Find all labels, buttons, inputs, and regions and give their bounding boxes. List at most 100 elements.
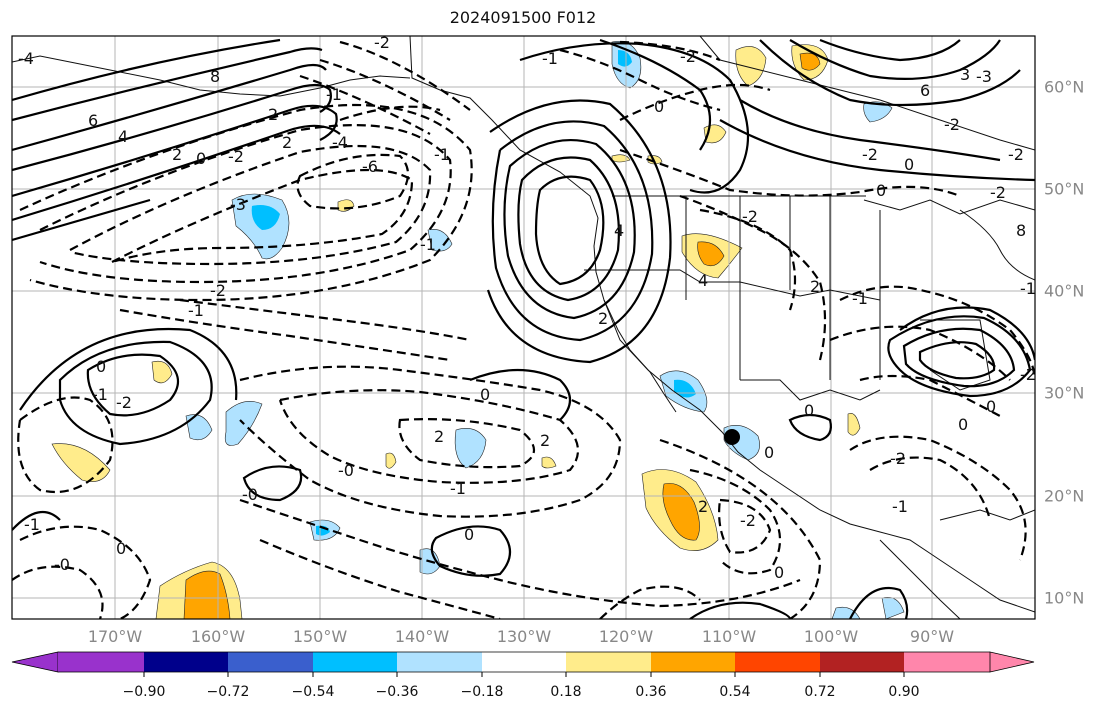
contour-label: 0 [774, 563, 784, 582]
contour-label: -2 [944, 115, 960, 134]
colorbar-segment [228, 652, 313, 672]
contour-label: -2 [890, 449, 906, 468]
positive-anomaly-region [51, 443, 111, 482]
contour-label: 2 [810, 277, 820, 296]
contour-label: -0 [54, 555, 70, 574]
map-title: 2024091500 F012 [449, 8, 597, 27]
positive-anomaly-core [662, 483, 700, 541]
positive-anomaly-region [385, 452, 397, 469]
lat-tick-label: 50°N [1044, 179, 1085, 199]
negative-anomaly-region [831, 606, 861, 619]
contour-label: -1 [188, 301, 204, 320]
colorbar-min-arrow [11, 651, 59, 673]
contour-label: -2 [862, 145, 878, 164]
colorbar-tick-label: 0.54 [719, 684, 751, 700]
lat-tick-label: 40°N [1044, 281, 1085, 301]
lon-tick-label: 140°W [394, 627, 450, 646]
contour-label: -1 [1020, 279, 1036, 298]
lat-tick-label: 60°N [1044, 77, 1085, 97]
contour-label: -2 [116, 393, 132, 412]
contour-label: -1 [326, 85, 342, 104]
contour-label: 0 [958, 415, 968, 434]
colorbar-segment [820, 652, 904, 672]
contour-label: 0 [986, 397, 996, 416]
lat-lon-grid [12, 36, 1035, 619]
positive-anomaly-region [735, 46, 767, 87]
contour-label: 2 [598, 309, 608, 328]
positive-anomaly-region [541, 456, 557, 469]
contour-label: -2 [742, 207, 758, 226]
contour-label: -2 [990, 183, 1006, 202]
negative-anomaly-region [863, 101, 893, 123]
contour-label: 0 [96, 357, 106, 376]
colorbar-segment [651, 652, 735, 672]
colorbar-segment [735, 652, 820, 672]
contour-label: -4 [332, 133, 348, 152]
contour-labels: 8 6 4 2 0 -2 2 -4 -6 -3 -2 -1 -1 0 -1 0 … [18, 33, 1036, 582]
positive-anomaly-region [611, 154, 631, 163]
contour-label: 2 [172, 145, 182, 164]
contour-label: 2 [282, 133, 292, 152]
positive-anomaly-core [697, 241, 725, 267]
contour-label: -1 [420, 235, 436, 254]
contour-label: -2 [374, 33, 390, 52]
lat-tick-label: 10°N [1044, 588, 1085, 608]
colorbar-segment [397, 652, 482, 672]
contour-label: -0 [338, 461, 354, 480]
contour-label: -3 [976, 67, 992, 86]
positive-anomaly-region [337, 199, 355, 212]
contour-label: -2 [1020, 365, 1036, 384]
colorbar-segment [313, 652, 397, 672]
colorbar-max-arrow [989, 651, 1035, 673]
colorbar-segment [58, 652, 144, 672]
contour-label: -1 [542, 49, 558, 68]
contour-label: -2 [210, 281, 226, 300]
colorbar-tick-label: 0.90 [888, 684, 920, 700]
colorbar-tick-label: −0.36 [375, 684, 419, 700]
storm-marker [724, 429, 740, 445]
contour-label: -1 [434, 145, 450, 164]
lon-tick-label: 120°W [598, 627, 654, 646]
contour-label: 0 [196, 149, 206, 168]
colorbar-tick-label: 0.72 [804, 684, 836, 700]
contour-label: -1 [24, 515, 40, 534]
colorbar-segment [482, 652, 566, 672]
shading-layer [51, 41, 905, 619]
colorbar-segment [904, 652, 990, 672]
contour-label: 4 [614, 221, 624, 240]
contour-label: 2 [698, 497, 708, 516]
lon-tick-label: 110°W [701, 627, 757, 646]
contour-label: -4 [18, 49, 34, 68]
contour-label: 6 [88, 111, 98, 130]
colorbar-tick-label: 0.36 [635, 684, 667, 700]
colorbar-tick-label: 0.18 [550, 684, 582, 700]
colorbar-segment [144, 652, 228, 672]
colorbar-tick-label: −0.18 [460, 684, 504, 700]
positive-anomaly-region [151, 360, 173, 384]
negative-anomaly-region [185, 414, 213, 441]
contour-label: -3 [230, 195, 246, 214]
negative-anomaly-region [427, 229, 453, 252]
lon-tick-label: 90°W [909, 627, 955, 646]
positive-anomaly-region [847, 413, 861, 436]
contour-label: 0 [904, 155, 914, 174]
contour-label: 0 [654, 97, 664, 116]
contour-label: -1 [892, 497, 908, 516]
colorbar-tick-label: −0.72 [206, 684, 250, 700]
contour-label: -0 [242, 485, 258, 504]
contour-label: 3 [960, 65, 970, 84]
contour-label: 0 [116, 539, 126, 558]
lat-tick-label: 30°N [1044, 383, 1085, 403]
contour-label: -2 [740, 511, 756, 530]
negative-anomaly-core [251, 205, 280, 230]
contour-label: 0 [464, 525, 474, 544]
coastlines [12, 36, 1035, 619]
lon-tick-label: 170°W [87, 627, 143, 646]
negative-anomaly-core [618, 50, 632, 67]
contour-label: -1 [450, 479, 466, 498]
lon-tick-label: 100°W [803, 627, 859, 646]
contour-label: -1 [92, 385, 108, 404]
contour-label: 4 [118, 127, 128, 146]
contour-label: 2 [540, 431, 550, 450]
map-frame [11, 35, 1036, 620]
